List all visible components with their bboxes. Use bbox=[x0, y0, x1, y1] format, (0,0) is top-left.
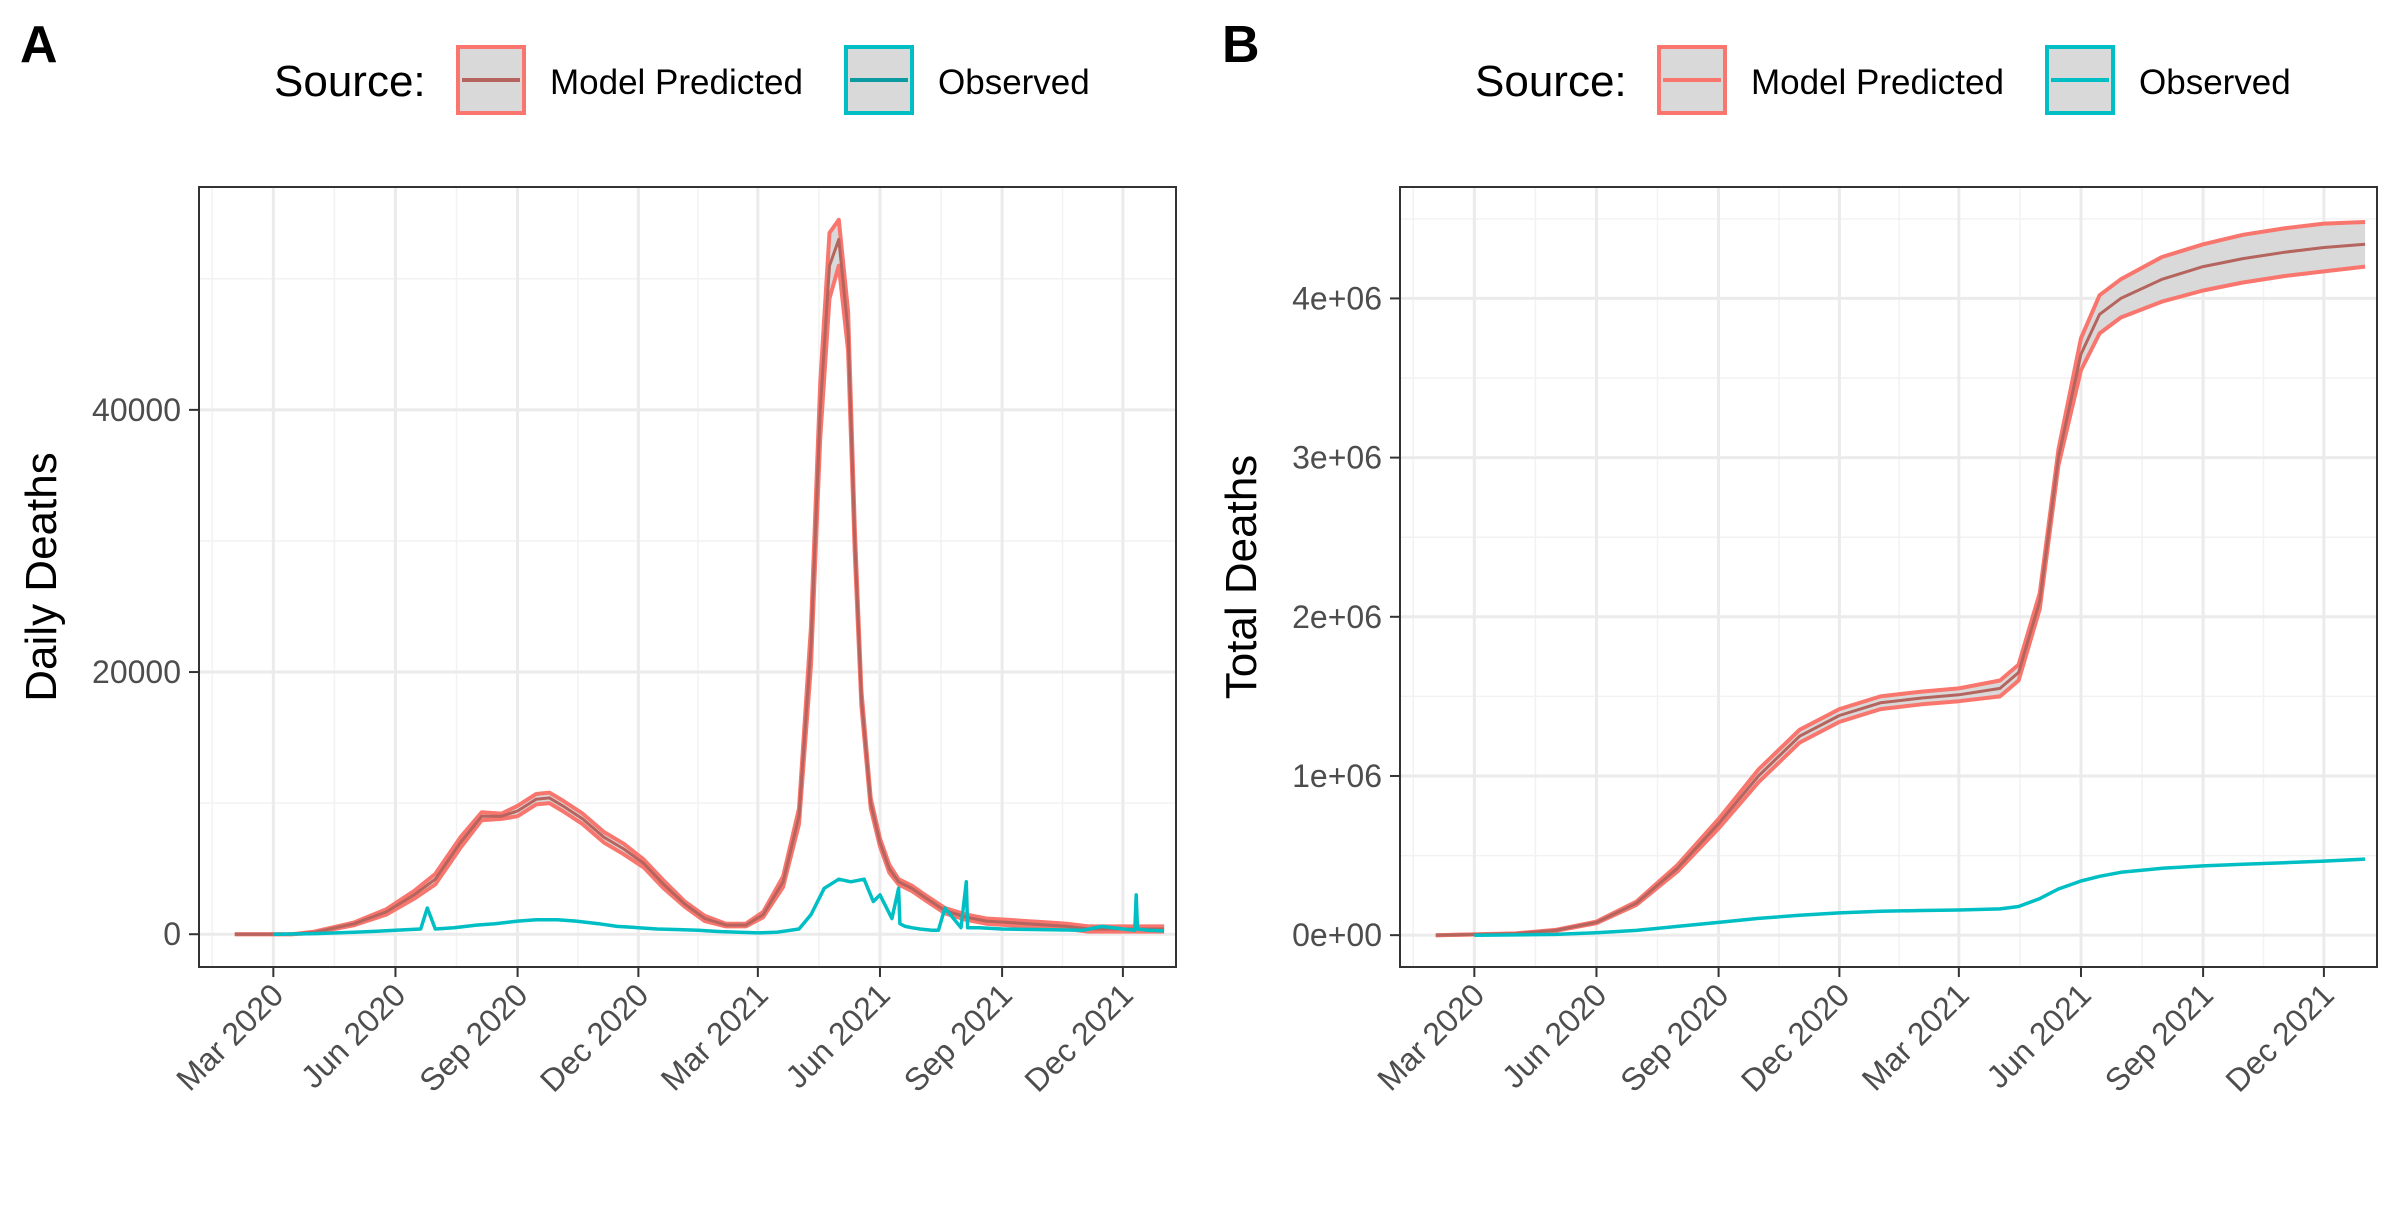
y-axis-a: 0 20000 40000 bbox=[92, 392, 199, 952]
legend-label-model-predicted-b: Model Predicted bbox=[1751, 63, 2004, 102]
observed-line-a bbox=[273, 877, 1165, 936]
legend-a: Source: Model Predicted Observed bbox=[274, 45, 1090, 115]
observed-line-b bbox=[1474, 857, 2366, 937]
plot-area-b bbox=[1400, 187, 2377, 967]
model-predicted-line-a bbox=[234, 237, 1165, 936]
panel-label-b: B bbox=[1222, 16, 1260, 74]
grid-a bbox=[199, 187, 1176, 967]
legend-label-observed-a: Observed bbox=[938, 63, 1090, 102]
y-tick-label: 40000 bbox=[92, 392, 181, 428]
model-predicted-lower-bound-a bbox=[234, 263, 1165, 937]
legend-key-observed-a bbox=[844, 45, 914, 115]
legend-key-observed-b bbox=[2045, 45, 2115, 115]
series-lines-a bbox=[234, 217, 1165, 937]
legend-title-b: Source: bbox=[1475, 57, 1627, 106]
legend-key-model-predicted-b bbox=[1657, 45, 1727, 115]
y-tick-label: 0 bbox=[163, 916, 181, 952]
y-tick-label: 2e+06 bbox=[1292, 599, 1382, 635]
y-axis-label-b: Total Deaths bbox=[1217, 455, 1266, 700]
model-predicted-line-b bbox=[1435, 242, 2366, 937]
legend-title-a: Source: bbox=[274, 57, 426, 106]
y-tick-label: 1e+06 bbox=[1292, 758, 1382, 794]
legend-key-model-predicted-a bbox=[456, 45, 526, 115]
y-tick-label: 3e+06 bbox=[1292, 440, 1382, 476]
series-lines-b bbox=[1435, 220, 2366, 938]
plot-border-b bbox=[1399, 186, 2378, 968]
y-axis-label-a: Daily Deaths bbox=[17, 452, 66, 701]
y-tick-label: 20000 bbox=[92, 654, 181, 690]
y-tick-label: 4e+06 bbox=[1292, 280, 1382, 316]
y-tick-label: 0e+00 bbox=[1292, 917, 1382, 953]
legend-b: Source: Model Predicted Observed bbox=[1475, 45, 2291, 115]
plot-area-a bbox=[199, 187, 1176, 967]
plot-border-a bbox=[198, 186, 1177, 968]
legend-label-observed-b: Observed bbox=[2139, 63, 2291, 102]
y-axis-b: 0e+00 1e+06 2e+06 3e+06 4e+06 bbox=[1292, 280, 1400, 953]
panel-label-a: A bbox=[20, 16, 58, 74]
legend-label-model-predicted-a: Model Predicted bbox=[550, 63, 803, 102]
